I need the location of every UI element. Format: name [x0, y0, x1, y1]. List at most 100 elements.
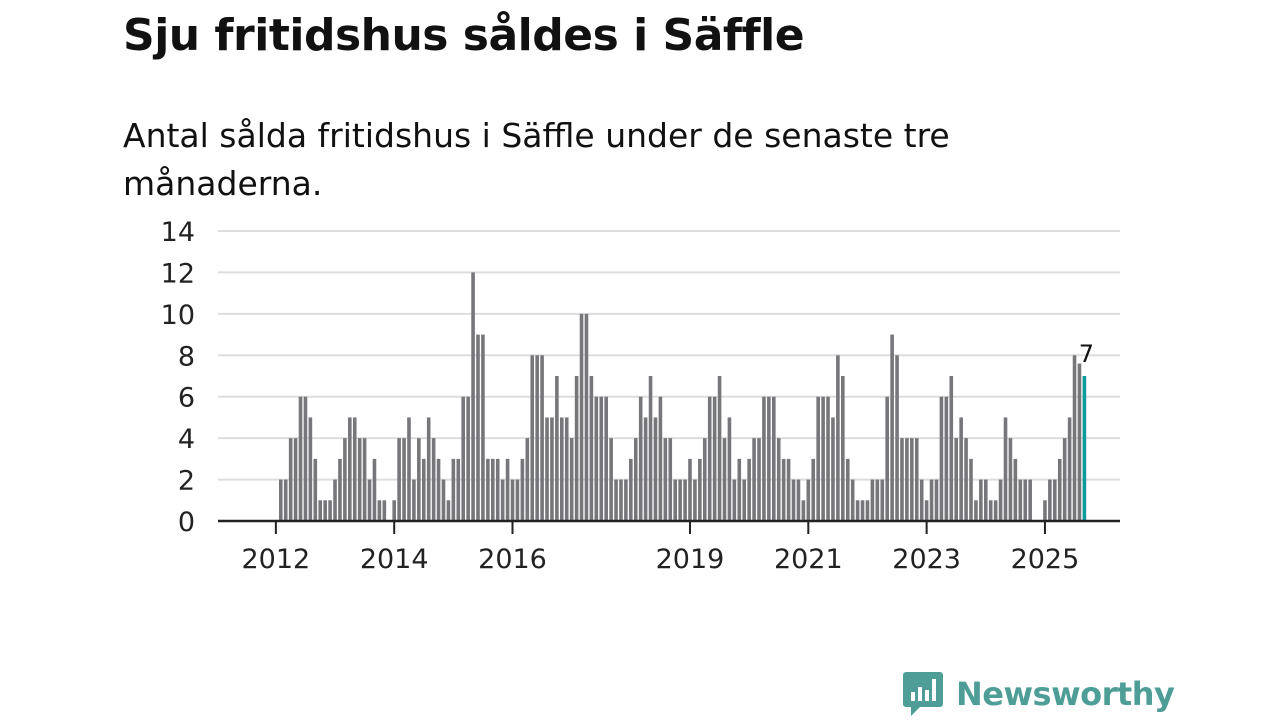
bars [279, 272, 1087, 521]
chart-subtitle: Antal sålda fritidshus i Säffle under de… [123, 116, 950, 203]
bar [392, 500, 396, 521]
bar [727, 417, 732, 521]
y-tick-label: 12 [161, 258, 195, 289]
y-tick-label: 0 [178, 507, 195, 538]
bar [298, 396, 303, 521]
bar [530, 355, 535, 521]
bar [589, 376, 594, 521]
bar [333, 479, 337, 521]
bar [421, 458, 426, 521]
bar [831, 417, 835, 521]
bar [1053, 479, 1057, 521]
bar [348, 417, 352, 521]
bar [767, 396, 771, 521]
y-tick-label: 8 [178, 341, 195, 372]
bar [944, 396, 949, 521]
bar [1043, 500, 1047, 521]
bar [969, 458, 973, 521]
bar [747, 458, 751, 521]
bar [870, 479, 875, 521]
bar [599, 396, 604, 521]
bar [1023, 479, 1028, 521]
bar [752, 438, 756, 521]
bar [722, 438, 727, 521]
bar [885, 396, 889, 521]
y-tick-label: 4 [178, 424, 195, 455]
bar [293, 438, 298, 521]
bar [629, 458, 633, 521]
bar [476, 334, 480, 521]
bar [555, 376, 559, 521]
bar [303, 396, 308, 521]
bar [466, 396, 470, 521]
bar [811, 458, 816, 521]
bar [328, 500, 332, 521]
x-tick-label: 2014 [360, 544, 429, 575]
bar [821, 396, 825, 521]
bar [702, 438, 707, 521]
bar [417, 438, 421, 521]
bar [658, 396, 663, 521]
bar [471, 272, 475, 521]
bar [826, 396, 830, 521]
bar [698, 458, 702, 521]
bar [678, 479, 682, 521]
bar [919, 479, 924, 521]
bar [717, 376, 722, 521]
bar [490, 458, 495, 521]
bar [461, 396, 466, 521]
bar [772, 396, 776, 521]
x-tick-label: 2025 [1011, 544, 1080, 575]
bar [318, 500, 323, 521]
bar [288, 438, 293, 521]
bar [633, 438, 638, 521]
bar [663, 438, 668, 521]
bar [875, 479, 880, 521]
bar [1048, 479, 1052, 521]
bar [352, 417, 357, 521]
bar [786, 458, 791, 521]
bar [648, 376, 653, 521]
bar [308, 417, 313, 521]
bar [998, 479, 1003, 521]
bar [436, 458, 441, 521]
bar [1003, 417, 1008, 521]
bar [693, 479, 697, 521]
bar [742, 479, 747, 521]
bar [412, 479, 416, 521]
chart-title: Sju fritidshus såldes i Säffle [123, 10, 805, 61]
bar [836, 355, 840, 521]
bar [520, 458, 525, 521]
bar [801, 500, 806, 521]
bar [979, 479, 983, 521]
bar [604, 396, 608, 521]
bar [323, 500, 327, 521]
bar [845, 458, 850, 521]
bar [456, 458, 461, 521]
y-tick-label: 6 [178, 383, 195, 414]
y-tick-label: 14 [161, 217, 195, 248]
bar [762, 396, 766, 521]
x-tick-label: 2021 [774, 544, 843, 575]
bar [515, 479, 520, 521]
bar [712, 396, 717, 521]
bar [579, 313, 584, 521]
bar [481, 334, 485, 521]
bar [402, 438, 406, 521]
bar [988, 500, 993, 521]
bar [791, 479, 796, 521]
bar [929, 479, 934, 521]
bar [900, 438, 904, 521]
bar [1018, 479, 1023, 521]
bar [1008, 438, 1013, 521]
bar [910, 438, 914, 521]
bar [732, 479, 737, 521]
bar [540, 355, 544, 521]
bar [673, 479, 677, 521]
bar [357, 438, 362, 521]
bar [500, 479, 505, 521]
bar [707, 396, 712, 521]
bar [1072, 355, 1077, 521]
bar [510, 479, 515, 521]
